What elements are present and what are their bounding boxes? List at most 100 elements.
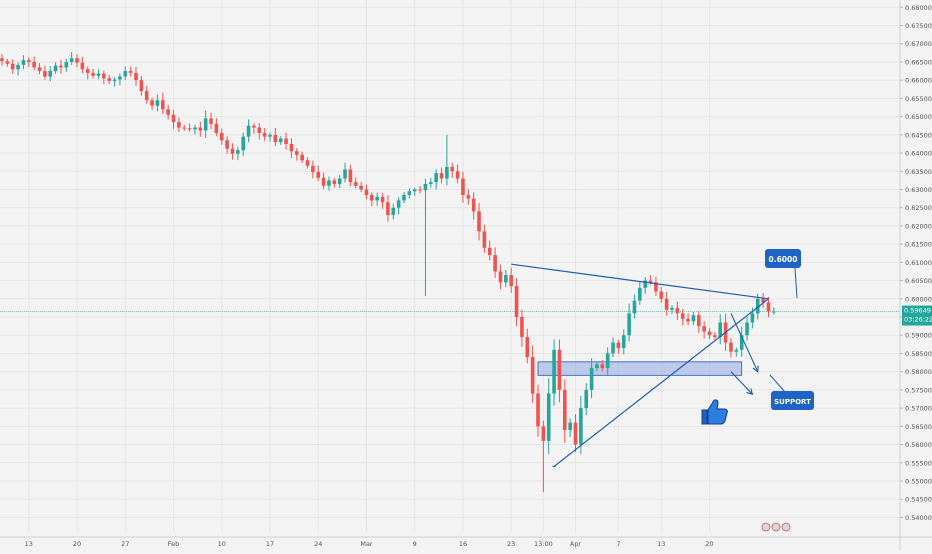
candle[interactable] bbox=[563, 379, 567, 443]
candle[interactable] bbox=[396, 197, 401, 215]
candle[interactable] bbox=[198, 121, 203, 137]
candle[interactable] bbox=[707, 328, 712, 339]
candle[interactable] bbox=[75, 54, 79, 68]
candle[interactable] bbox=[219, 128, 224, 145]
support-badge[interactable]: SUPPORT bbox=[771, 391, 814, 410]
candle[interactable] bbox=[477, 203, 481, 241]
candle[interactable] bbox=[584, 383, 589, 416]
candle[interactable] bbox=[300, 151, 304, 164]
candle[interactable] bbox=[536, 384, 540, 437]
candle[interactable] bbox=[96, 69, 101, 80]
candle[interactable] bbox=[611, 337, 615, 358]
candle[interactable] bbox=[241, 132, 245, 156]
candle[interactable] bbox=[289, 138, 294, 158]
candle[interactable] bbox=[514, 278, 519, 327]
candle[interactable] bbox=[209, 112, 213, 130]
candle[interactable] bbox=[605, 347, 610, 375]
candle[interactable] bbox=[64, 58, 69, 72]
candle[interactable] bbox=[134, 66, 138, 86]
candle[interactable] bbox=[171, 109, 176, 129]
candle[interactable] bbox=[380, 192, 385, 209]
candle[interactable] bbox=[482, 224, 487, 253]
candle[interactable] bbox=[5, 58, 10, 67]
candle[interactable] bbox=[139, 75, 144, 96]
candle[interactable] bbox=[600, 360, 605, 372]
target-badge[interactable]: 0.6000 bbox=[765, 249, 801, 268]
candle[interactable] bbox=[59, 59, 63, 74]
candle[interactable] bbox=[53, 62, 58, 74]
candle[interactable] bbox=[37, 63, 42, 75]
candle[interactable] bbox=[262, 128, 267, 141]
candle[interactable] bbox=[370, 192, 374, 207]
candle[interactable] bbox=[187, 123, 192, 132]
support-zone[interactable] bbox=[537, 361, 743, 376]
candle[interactable] bbox=[123, 66, 128, 81]
candle[interactable] bbox=[429, 178, 433, 188]
candle[interactable] bbox=[621, 329, 626, 355]
candle[interactable] bbox=[434, 169, 438, 190]
candle[interactable] bbox=[461, 171, 465, 203]
candle[interactable] bbox=[504, 269, 508, 288]
candle[interactable] bbox=[739, 326, 744, 357]
candle[interactable] bbox=[150, 97, 154, 111]
candle[interactable] bbox=[525, 328, 530, 364]
candle[interactable] bbox=[455, 164, 460, 184]
candle[interactable] bbox=[643, 277, 647, 294]
candle[interactable] bbox=[177, 117, 181, 133]
candle[interactable] bbox=[161, 92, 165, 115]
candle[interactable] bbox=[713, 332, 717, 340]
candle[interactable] bbox=[391, 203, 396, 220]
candle[interactable] bbox=[680, 309, 685, 326]
candle[interactable] bbox=[493, 247, 497, 278]
projection-arrow-line[interactable] bbox=[730, 313, 759, 372]
candle[interactable] bbox=[203, 110, 208, 139]
candle[interactable] bbox=[664, 291, 669, 316]
candle[interactable] bbox=[546, 378, 551, 455]
candle[interactable] bbox=[102, 70, 106, 85]
candle[interactable] bbox=[214, 118, 219, 137]
candle[interactable] bbox=[284, 132, 288, 150]
candle[interactable] bbox=[450, 162, 455, 178]
candle[interactable] bbox=[91, 68, 95, 79]
candle[interactable] bbox=[445, 134, 449, 186]
candle[interactable] bbox=[364, 184, 369, 200]
candle[interactable] bbox=[589, 358, 594, 399]
candle[interactable] bbox=[278, 136, 283, 145]
candle[interactable] bbox=[43, 65, 47, 80]
candle[interactable] bbox=[16, 62, 20, 76]
candle[interactable] bbox=[268, 132, 272, 142]
candle[interactable] bbox=[348, 164, 353, 187]
candle[interactable] bbox=[48, 66, 53, 82]
candle[interactable] bbox=[295, 148, 299, 161]
candle[interactable] bbox=[702, 321, 706, 339]
candle[interactable] bbox=[595, 361, 599, 371]
candle[interactable] bbox=[85, 66, 90, 80]
drawings[interactable] bbox=[511, 263, 798, 468]
candle[interactable] bbox=[627, 303, 631, 342]
candle[interactable] bbox=[0, 54, 4, 66]
candle[interactable] bbox=[402, 192, 406, 204]
candle[interactable] bbox=[471, 192, 476, 220]
candle[interactable] bbox=[246, 119, 251, 143]
candle[interactable] bbox=[557, 339, 562, 403]
candle[interactable] bbox=[327, 176, 331, 191]
candle[interactable] bbox=[273, 127, 278, 147]
candle[interactable] bbox=[552, 339, 556, 406]
candle[interactable] bbox=[375, 192, 379, 206]
candle[interactable] bbox=[80, 56, 85, 74]
candle[interactable] bbox=[487, 240, 492, 261]
candle[interactable] bbox=[10, 59, 15, 74]
candle[interactable] bbox=[144, 85, 149, 104]
candle[interactable] bbox=[616, 339, 621, 354]
candle[interactable] bbox=[166, 104, 170, 120]
candle[interactable] bbox=[573, 414, 578, 453]
candle[interactable] bbox=[632, 294, 637, 319]
candle[interactable] bbox=[155, 94, 160, 112]
candle[interactable] bbox=[418, 185, 422, 194]
candle[interactable] bbox=[407, 188, 412, 199]
candle[interactable] bbox=[230, 143, 235, 160]
candle[interactable] bbox=[530, 345, 535, 404]
candle[interactable] bbox=[670, 305, 674, 315]
candle[interactable] bbox=[112, 77, 117, 87]
candle[interactable] bbox=[337, 174, 342, 188]
